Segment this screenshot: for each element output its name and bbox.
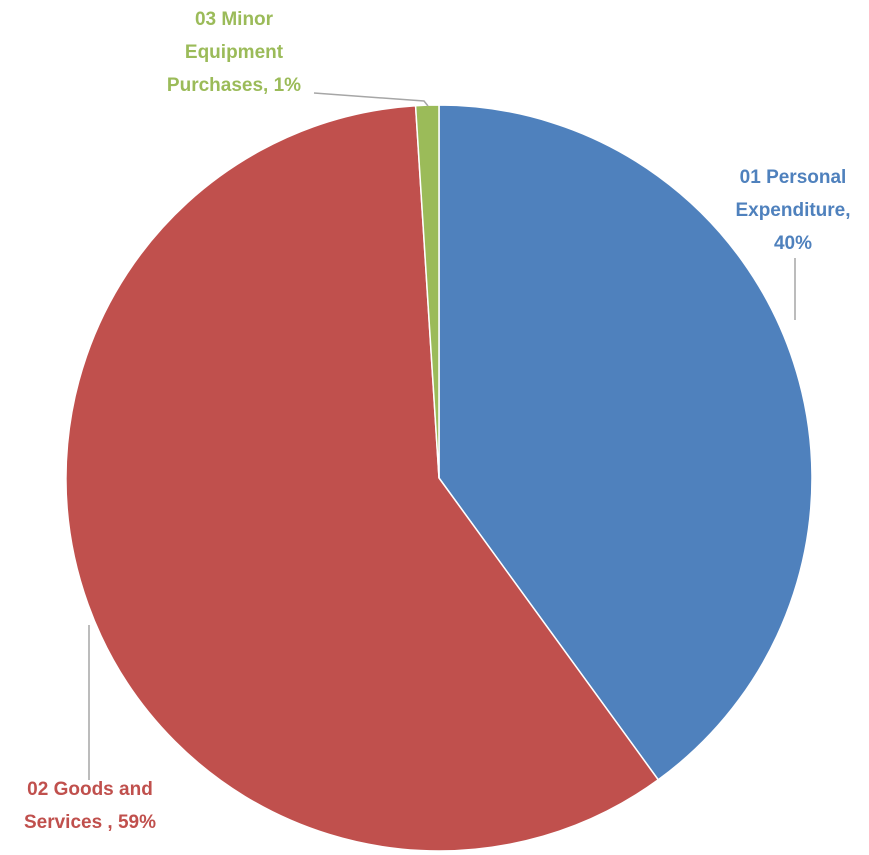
pie-slice-2: [65, 104, 660, 852]
data-label-1-line-2: Expenditure,: [735, 200, 850, 221]
leader-line-3: [313, 92, 429, 107]
leader-lines: [88, 92, 796, 780]
data-label-2-line-1: 02 Goods and: [27, 779, 153, 800]
data-label-2-line-2: Services , 59%: [24, 812, 156, 833]
data-label-2: 02 Goods and Services , 59%: [24, 779, 156, 833]
data-label-3-line-3: Purchases, 1%: [167, 75, 301, 96]
pie-slices: [65, 104, 813, 852]
pie-slice-1: [438, 104, 813, 781]
data-label-1-line-1: 01 Personal: [740, 167, 847, 188]
data-label-3-line-1: 03 Minor: [195, 9, 274, 30]
slice-labels: 01 Personal Expenditure, 40% 02 Goods and Se…: [24, 9, 851, 833]
data-label-3: 03 Minor Equipment Purchases, 1%: [167, 9, 301, 96]
data-label-3-line-2: Equipment: [185, 42, 284, 63]
data-label-1-line-3: 40%: [774, 233, 812, 254]
data-label-1: 01 Personal Expenditure, 40%: [735, 167, 850, 254]
